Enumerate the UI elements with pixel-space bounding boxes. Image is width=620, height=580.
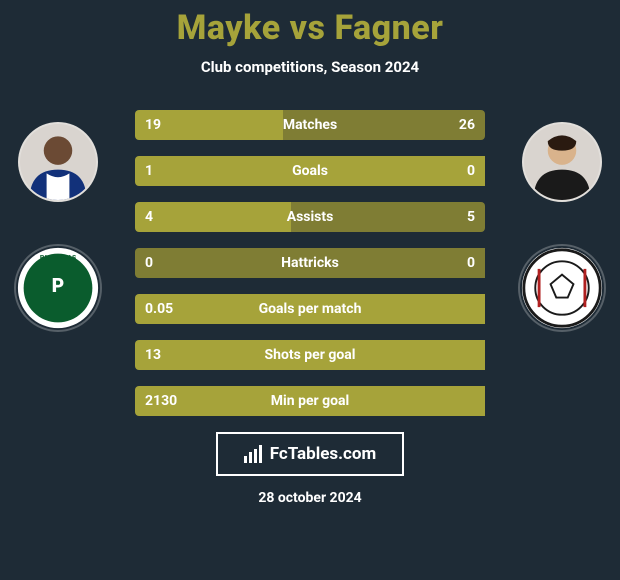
comparison-content: PALMEIRAS P 19 Matches 26 1 Goals 0 4 Assists 5 0… — [0, 104, 620, 424]
stat-label: Shots per goal — [265, 347, 356, 363]
stat-left-value: 2130 — [145, 393, 177, 409]
brand-box[interactable]: FcTables.com — [216, 432, 404, 476]
stat-label: Matches — [283, 117, 337, 133]
club-right-logo — [518, 244, 606, 332]
club-crest-icon — [520, 244, 604, 332]
club-left-initial: P — [52, 274, 64, 297]
stat-left-value: 0 — [145, 255, 153, 271]
stat-label: Goals per match — [259, 301, 362, 317]
player-right-avatar — [522, 122, 602, 202]
player-left-avatar — [18, 122, 98, 202]
footer: FcTables.com 28 october 2024 — [0, 432, 620, 506]
stat-right-value: 0 — [467, 255, 475, 271]
stat-left-value: 0.05 — [145, 301, 173, 317]
stat-row: 1 Goals 0 — [135, 156, 485, 186]
stat-row: 19 Matches 26 — [135, 110, 485, 140]
stat-bar-left-seg — [135, 202, 291, 232]
stat-label: Goals — [292, 163, 328, 179]
stat-left-value: 4 — [145, 209, 153, 225]
stat-row: 0 Hattricks 0 — [135, 248, 485, 278]
title-player-right: Fagner — [334, 8, 443, 48]
club-left-name: PALMEIRAS — [40, 253, 76, 261]
club-crest-icon: PALMEIRAS P — [16, 244, 100, 332]
stat-label: Min per goal — [271, 393, 349, 409]
subtitle: Club competitions, Season 2024 — [0, 58, 620, 76]
stat-row: 0.05 Goals per match — [135, 294, 485, 324]
stat-label: Assists — [287, 209, 334, 225]
date-text: 28 october 2024 — [0, 490, 620, 506]
stat-row: 13 Shots per goal — [135, 340, 485, 370]
comparison-page: Mayke vs Fagner Club competitions, Seaso… — [0, 0, 620, 580]
stat-right-value: 5 — [467, 209, 475, 225]
stat-left-value: 13 — [145, 347, 161, 363]
person-icon — [524, 122, 600, 202]
stat-left-value: 1 — [145, 163, 153, 179]
bars-ascending-icon — [244, 445, 264, 463]
page-title: Mayke vs Fagner — [0, 8, 620, 48]
stat-row: 2130 Min per goal — [135, 386, 485, 416]
stat-row: 4 Assists 5 — [135, 202, 485, 232]
stat-right-value: 26 — [459, 117, 475, 133]
brand-text: FcTables.com — [270, 444, 376, 464]
title-player-left: Mayke — [177, 8, 281, 48]
title-vs: vs — [290, 8, 326, 48]
stat-left-value: 19 — [145, 117, 161, 133]
stats-bars: 19 Matches 26 1 Goals 0 4 Assists 5 0 Hattricks 0 0.… — [135, 110, 485, 432]
stat-label: Hattricks — [281, 255, 339, 271]
stat-right-value: 0 — [467, 163, 475, 179]
person-icon — [20, 122, 96, 202]
club-left-logo: PALMEIRAS P — [14, 244, 102, 332]
